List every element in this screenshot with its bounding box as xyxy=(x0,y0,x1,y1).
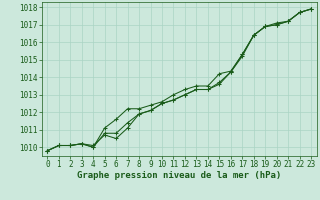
X-axis label: Graphe pression niveau de la mer (hPa): Graphe pression niveau de la mer (hPa) xyxy=(77,171,281,180)
